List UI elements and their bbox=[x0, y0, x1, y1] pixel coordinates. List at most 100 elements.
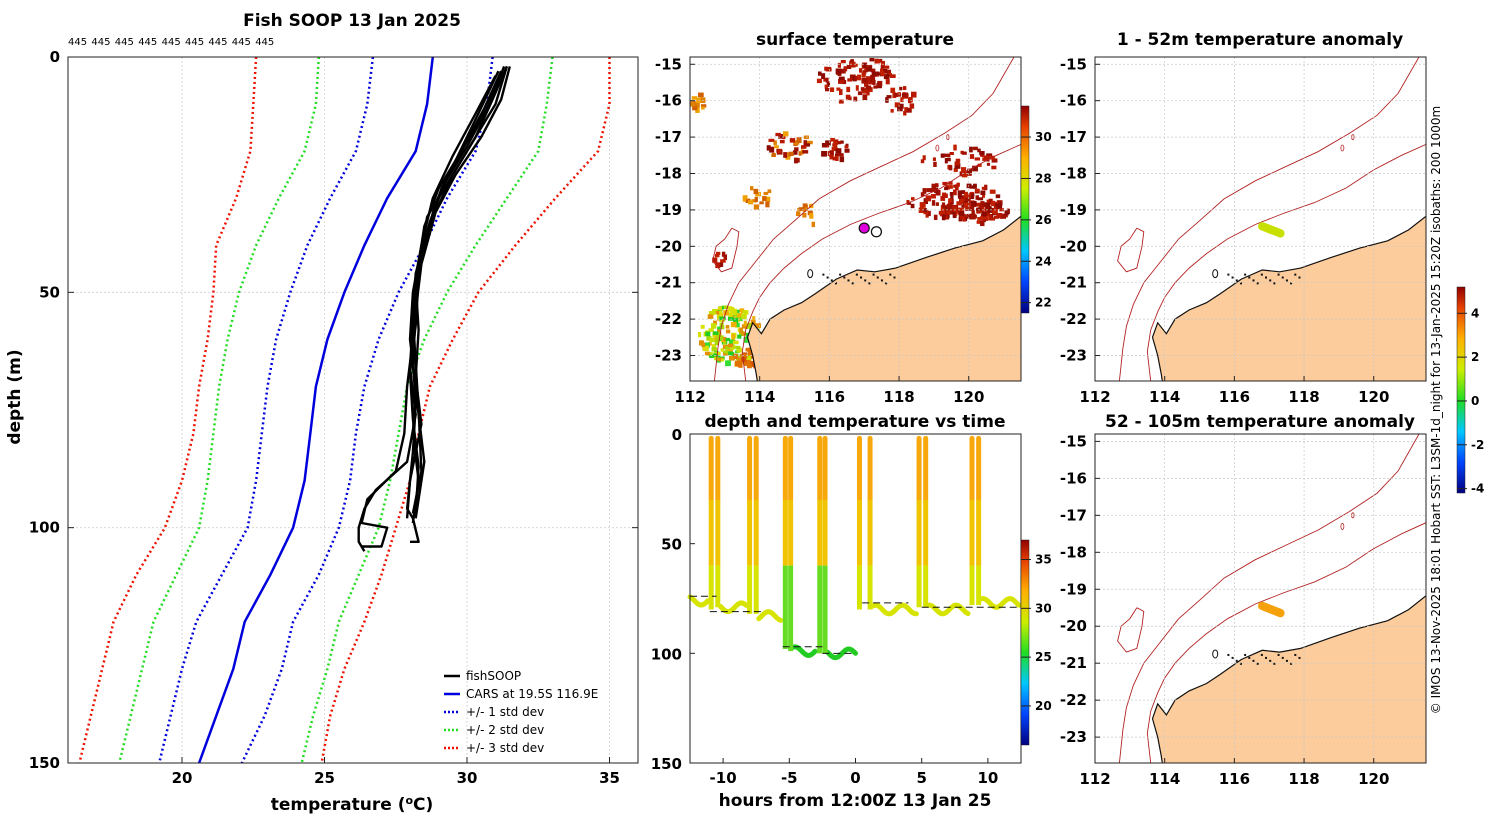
sst-pixel bbox=[966, 183, 972, 189]
coastal-rock bbox=[834, 282, 837, 285]
sst-pixel bbox=[710, 323, 717, 329]
sst-pixel bbox=[995, 194, 1001, 199]
sst-pixel bbox=[940, 196, 946, 201]
sst-pixel bbox=[700, 341, 704, 346]
colorbar-tick-label: 28 bbox=[1035, 171, 1052, 185]
sst-pixel bbox=[845, 94, 851, 100]
coastal-rock bbox=[1277, 273, 1280, 276]
coastal-rock bbox=[839, 273, 842, 276]
sst-pixel bbox=[993, 208, 998, 214]
coastal-rock bbox=[872, 273, 875, 276]
sst-pixel bbox=[811, 221, 816, 228]
profile-title: Fish SOOP 13 Jan 2025 bbox=[243, 11, 461, 31]
sst-pixel bbox=[821, 73, 826, 79]
anom-upper-frame bbox=[1094, 56, 1427, 382]
sst-pixel bbox=[708, 341, 712, 346]
sst-pixel bbox=[768, 138, 775, 142]
coastal-rock bbox=[826, 276, 829, 279]
sst-pixel bbox=[959, 213, 966, 220]
depth-time-points bbox=[687, 435, 1022, 661]
sst-pixel bbox=[890, 87, 896, 93]
coastal-rock bbox=[1244, 653, 1247, 656]
sst-pixel bbox=[707, 352, 713, 357]
map-x-tick-label: 120 bbox=[953, 388, 984, 406]
coastal-rock bbox=[1298, 656, 1301, 659]
sst-pixel bbox=[708, 328, 714, 333]
profile-x-tick-label: 25 bbox=[314, 769, 335, 787]
sst-pixel bbox=[929, 188, 934, 193]
sst-pixel bbox=[816, 78, 822, 84]
coastal-rock bbox=[1281, 656, 1284, 659]
sst-pixel bbox=[833, 141, 838, 148]
fishsoop-cast-line bbox=[411, 66, 509, 514]
sst-pixel bbox=[825, 66, 832, 72]
fishsoop-cast-line bbox=[408, 70, 503, 514]
map-y-tick-label: -19 bbox=[1060, 580, 1087, 598]
anom-upper-ticks: 112 114 116 118 120 -15 -16 -17 -18 -19 -20 -21 -22 -… bbox=[1060, 55, 1390, 406]
map-y-tick-label: -22 bbox=[655, 310, 682, 328]
sst-pixel bbox=[972, 165, 978, 172]
coastal-rock bbox=[1244, 273, 1247, 276]
sst-pixel bbox=[750, 361, 754, 367]
sst-pixel bbox=[975, 195, 979, 200]
coastal-rock bbox=[1277, 653, 1280, 656]
sst-pixel bbox=[717, 306, 722, 310]
coastal-rock bbox=[864, 279, 867, 282]
sst-pixel bbox=[825, 77, 829, 83]
colorbar-tick-label: 22 bbox=[1035, 296, 1052, 310]
sst-pixel bbox=[744, 310, 749, 315]
sst-pixel bbox=[732, 340, 739, 345]
coastal-rock bbox=[1235, 659, 1238, 662]
sst-map-geography bbox=[712, 57, 1021, 381]
sst-pixel bbox=[826, 81, 831, 87]
sst-pixel bbox=[711, 344, 716, 348]
sst-pixel bbox=[715, 311, 721, 315]
anom-upper-geography bbox=[1117, 57, 1426, 381]
sst-pixel bbox=[741, 331, 746, 336]
plateau-isobath bbox=[1117, 227, 1145, 273]
sst-pixel bbox=[725, 337, 730, 342]
sst-pixel bbox=[794, 157, 800, 163]
sst-pixel bbox=[974, 157, 981, 161]
profile-top-label: 445 bbox=[255, 37, 274, 48]
profile-grid bbox=[68, 56, 638, 764]
sst-pixel bbox=[742, 195, 748, 200]
sst-pixel bbox=[767, 189, 772, 194]
legend-label-std3: +/- 3 std dev bbox=[466, 741, 544, 755]
sst-pixel bbox=[906, 107, 912, 113]
sst-pixel bbox=[873, 85, 878, 89]
sst-pixel bbox=[987, 206, 992, 210]
sst-pixel bbox=[944, 158, 948, 164]
sst-pixel bbox=[941, 202, 946, 208]
coastal-rock bbox=[1269, 279, 1272, 282]
sst-pixel bbox=[766, 196, 771, 203]
sst-pixel bbox=[694, 102, 700, 109]
coastal-rock bbox=[1227, 273, 1230, 276]
sst-pixel bbox=[908, 97, 912, 104]
sst-pixel bbox=[720, 348, 724, 352]
sst-pixel bbox=[882, 69, 888, 74]
sst-pixel bbox=[823, 77, 827, 82]
sst-pixel bbox=[714, 254, 720, 258]
anom-lower-ticks: 112 114 116 118 120 -15 -16 -17 -18 -19 -20 -21 -22 -… bbox=[1060, 432, 1390, 788]
sst-pixel bbox=[959, 195, 966, 199]
sst-pixel bbox=[865, 89, 869, 93]
sst-pixel bbox=[884, 65, 890, 69]
sst-pixel bbox=[889, 74, 896, 78]
sst-pixel bbox=[903, 86, 907, 91]
credit-text: © IMOS 13-Nov-2025 18:01 Hobart SST: L3S… bbox=[1429, 106, 1443, 714]
sst-pixel bbox=[943, 207, 950, 214]
coastal-rock bbox=[1239, 282, 1242, 285]
sst-pixel bbox=[972, 146, 978, 151]
map-y-tick-label: -23 bbox=[655, 347, 682, 365]
sst-pixel bbox=[866, 76, 871, 80]
sst-pixel bbox=[752, 363, 756, 368]
std1-low-line bbox=[157, 56, 375, 764]
sst-pixel bbox=[714, 336, 719, 342]
sst-pixel bbox=[721, 358, 725, 362]
sst-pixel bbox=[741, 324, 748, 329]
sst-pixel bbox=[713, 353, 718, 357]
sst-pixel bbox=[880, 64, 885, 69]
sst-pixel bbox=[987, 207, 993, 213]
sst-pixel bbox=[920, 159, 925, 164]
